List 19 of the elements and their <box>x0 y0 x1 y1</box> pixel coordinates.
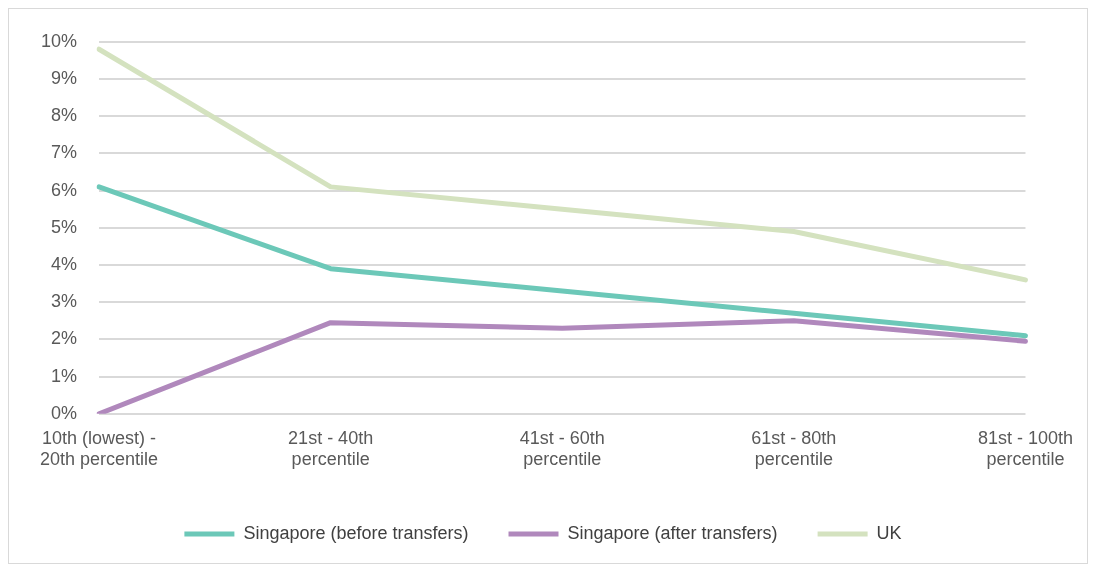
y-tick-label: 2% <box>51 328 78 349</box>
x-tick-label: 21st - 40th percentile <box>288 427 374 470</box>
legend-label: Singapore (before transfers) <box>243 522 469 543</box>
legend-label: Singapore (after transfers) <box>567 522 778 543</box>
y-tick-label: 9% <box>51 67 78 88</box>
y-tick-label: 8% <box>51 105 78 126</box>
y-tick-label: 7% <box>51 142 78 163</box>
y-tick-label: 4% <box>51 253 78 274</box>
x-tick-label: 61st - 80th percentile <box>751 427 837 470</box>
x-tick-label: 81st - 100th percentile <box>977 427 1073 470</box>
y-tick-label: 5% <box>51 216 78 237</box>
y-tick-label: 10% <box>41 30 78 51</box>
y-tick-label: 3% <box>51 291 78 312</box>
x-tick-label: 10th (lowest) - 20th percentile <box>39 427 159 470</box>
y-tick-label: 6% <box>51 179 78 200</box>
x-tick-label: 41st - 60th percentile <box>519 427 605 470</box>
y-tick-label: 1% <box>51 365 78 386</box>
y-tick-label: 0% <box>51 402 78 423</box>
legend-label: UK <box>876 522 902 543</box>
